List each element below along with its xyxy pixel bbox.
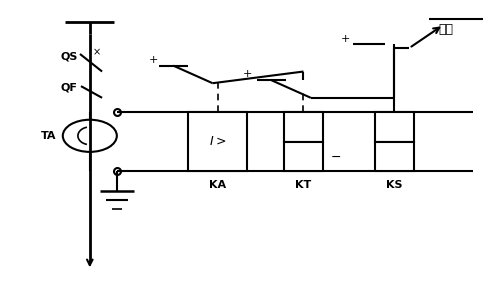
Text: QS: QS — [60, 52, 78, 62]
Text: +: + — [243, 69, 251, 79]
Text: 信号: 信号 — [439, 23, 453, 36]
Text: $I>$: $I>$ — [209, 135, 226, 148]
Text: TA: TA — [41, 131, 56, 141]
Text: KS: KS — [386, 181, 403, 191]
Bar — [188, 112, 247, 171]
Text: ×: × — [93, 47, 101, 58]
Bar — [284, 142, 323, 171]
Text: QF: QF — [60, 83, 77, 93]
Text: +: + — [340, 35, 350, 44]
Bar — [375, 112, 414, 142]
Bar — [375, 142, 414, 171]
Text: $-$: $-$ — [330, 150, 341, 163]
Text: KT: KT — [295, 181, 312, 191]
Text: KA: KA — [209, 181, 226, 191]
Bar — [284, 112, 323, 142]
Text: +: + — [149, 55, 159, 65]
